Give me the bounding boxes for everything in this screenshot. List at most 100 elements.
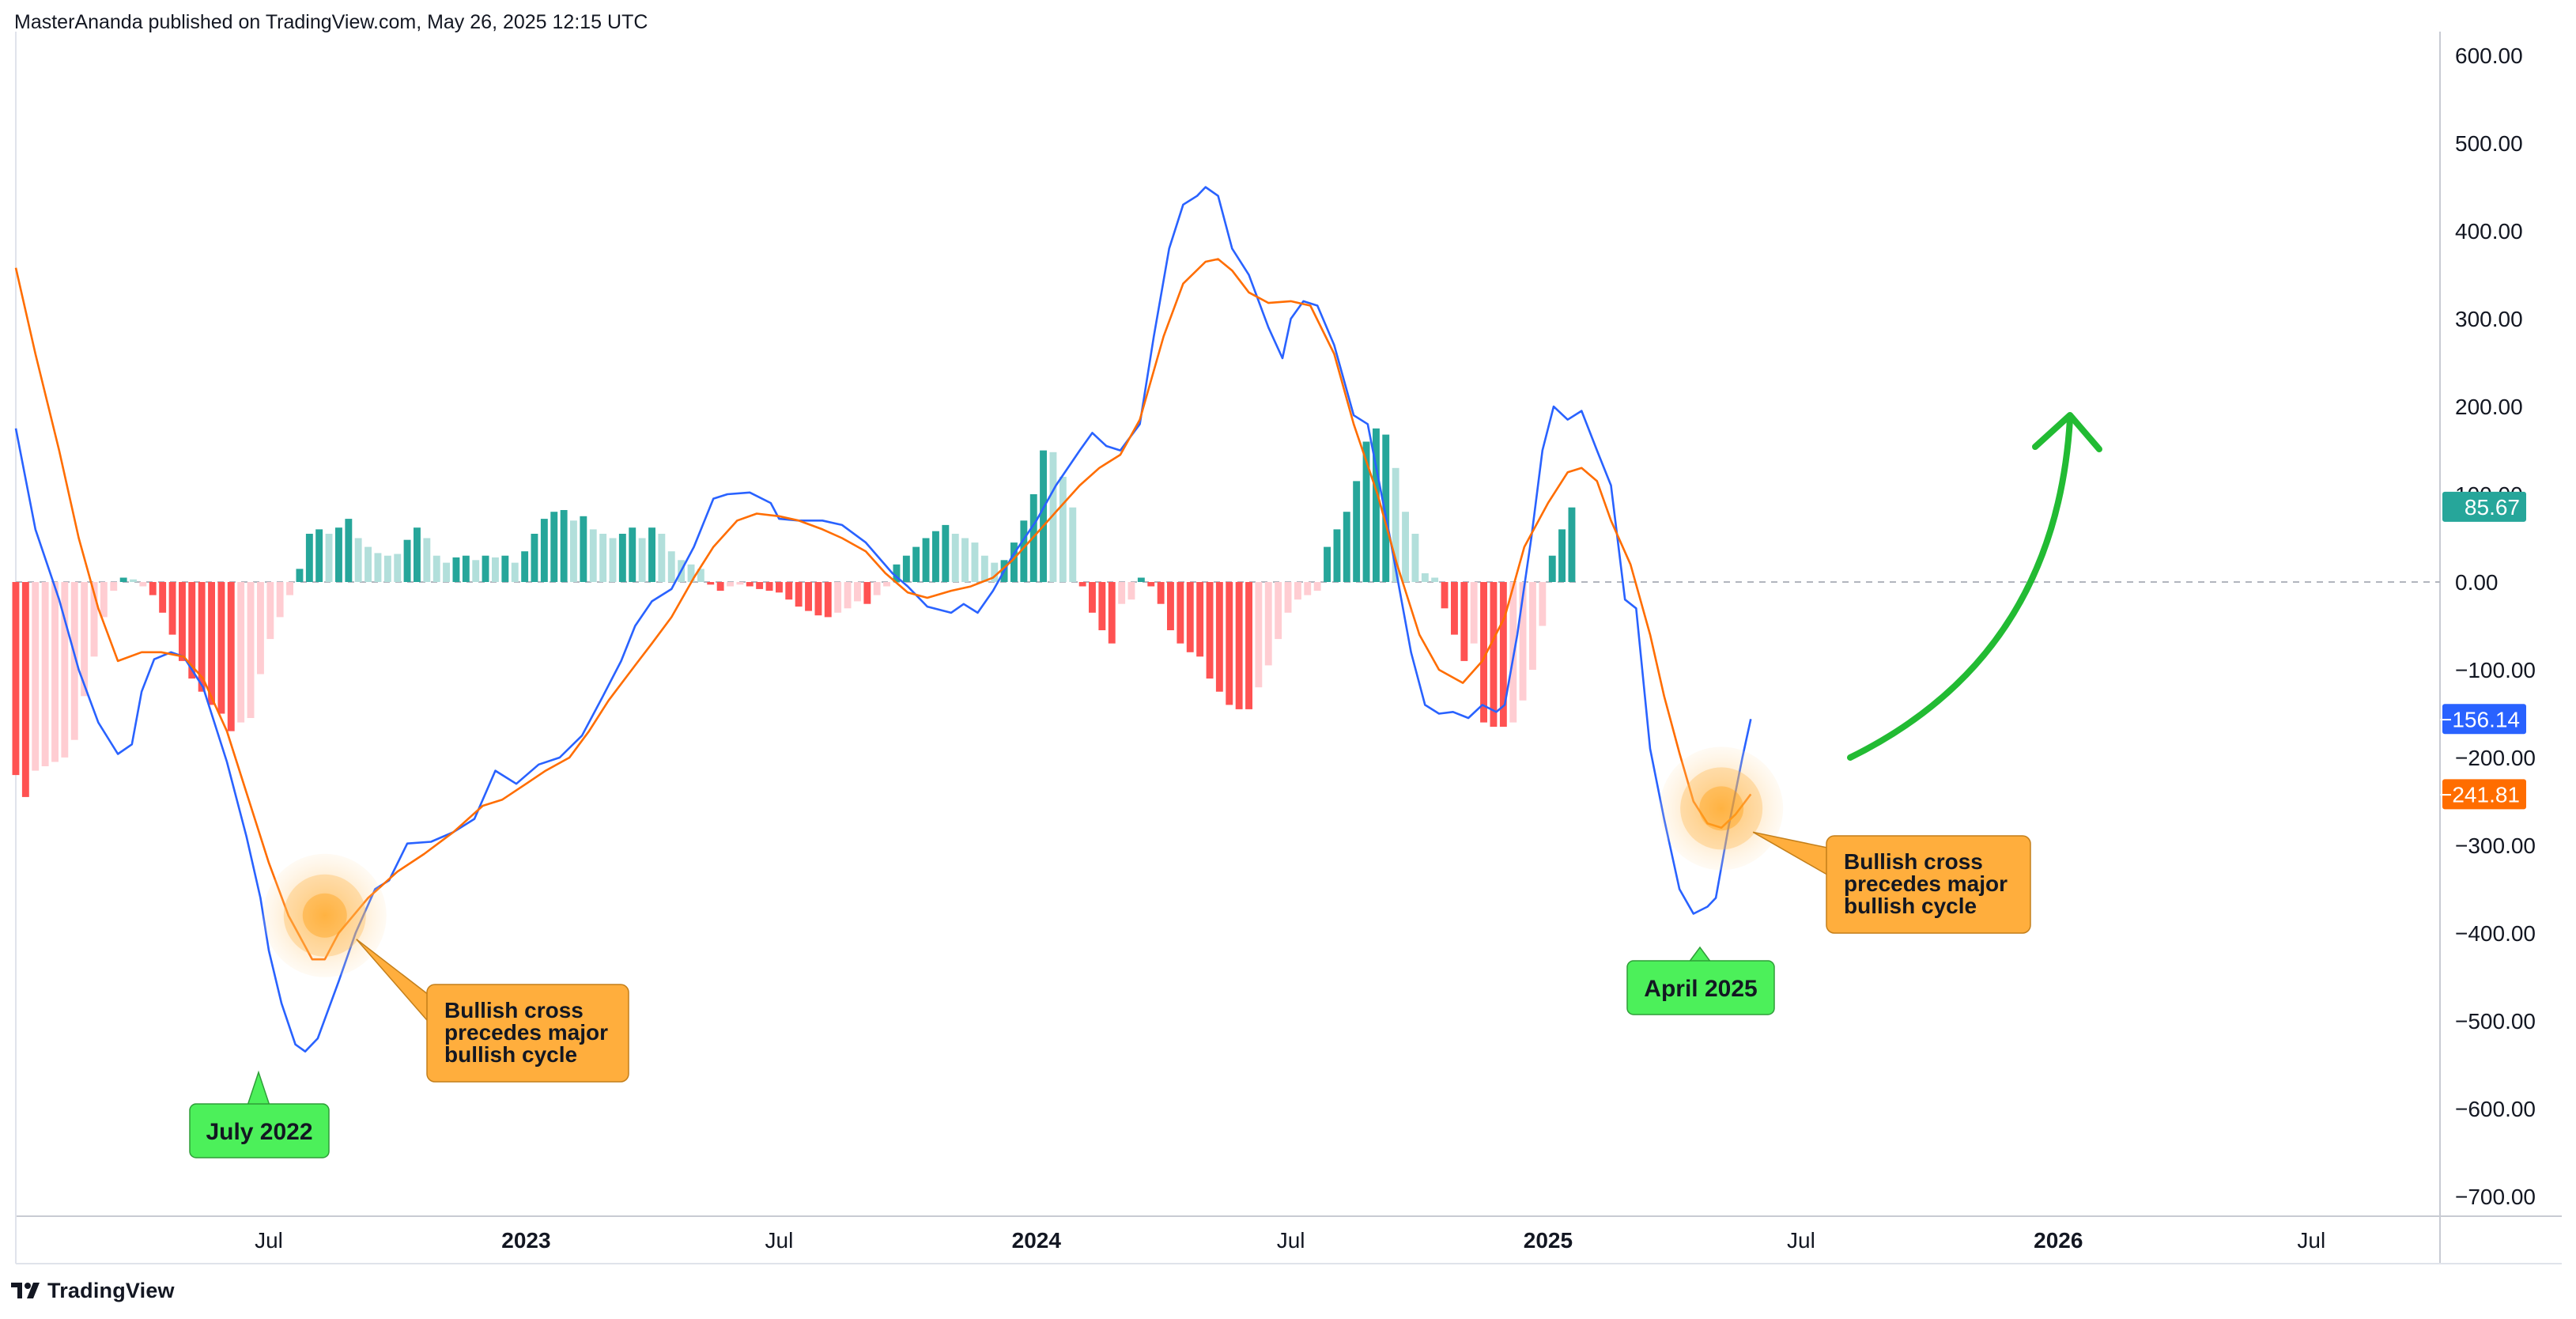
histogram-bar	[1147, 582, 1155, 587]
x-axis[interactable]: Jul 2023 Jul 2024 Jul 2025 Jul 2026 Jul	[255, 1228, 2325, 1253]
histogram-bar	[1421, 573, 1429, 582]
callout-2025-glow-core	[1699, 786, 1744, 831]
histogram-bar	[110, 582, 118, 591]
label-july-2022-pointer	[246, 1070, 271, 1106]
chart-frame	[15, 32, 2562, 1264]
histogram-bar	[1226, 582, 1233, 705]
histogram-bar	[1167, 582, 1174, 630]
callout-2022-pointer	[356, 939, 432, 1028]
x-tick-label: Jul	[1277, 1228, 1305, 1253]
tradingview-logo-icon[interactable]	[11, 1281, 41, 1300]
histogram-bar	[119, 577, 127, 582]
y-tick-label: −500.00	[2455, 1009, 2536, 1034]
histogram-bar	[1539, 582, 1547, 626]
y-tick-label: −400.00	[2455, 921, 2536, 946]
histogram-bar	[1548, 555, 1556, 582]
histogram-bar	[980, 555, 988, 582]
histogram-bar	[41, 582, 49, 766]
histogram-bar	[315, 529, 323, 582]
histogram-bar	[1460, 582, 1468, 661]
histogram-bar	[90, 582, 98, 657]
histogram-bar	[492, 557, 499, 582]
publisher-line: MasterAnanda published on TradingView.co…	[14, 11, 648, 33]
histogram-bar	[824, 582, 832, 618]
histogram-bar	[1558, 529, 1566, 582]
histogram-bar	[51, 582, 59, 762]
histogram-bar	[932, 531, 939, 583]
y-tick-label: 500.00	[2455, 131, 2523, 156]
y-tick-label: 600.00	[2455, 43, 2523, 68]
histogram-bar	[208, 582, 215, 705]
bullish-arrow-head-icon	[2032, 412, 2102, 452]
histogram-bar	[1206, 582, 1214, 679]
histogram-bar	[912, 546, 920, 582]
histogram-bar	[1373, 428, 1380, 582]
histogram-bar	[296, 569, 304, 582]
last-value-badges: 85.67 −156.14 −241.81	[2439, 491, 2526, 810]
histogram-bar	[776, 582, 783, 593]
callout-2025-pointer	[1752, 831, 1832, 879]
histogram-bar	[570, 520, 577, 582]
histogram-value-label: 85.67	[2465, 495, 2520, 520]
histogram-bar	[364, 546, 372, 582]
histogram-bar	[951, 534, 959, 582]
histogram-bar	[462, 555, 470, 582]
histogram-bar	[286, 582, 293, 595]
histogram-bar	[383, 555, 391, 582]
histogram-bar	[1255, 582, 1263, 688]
histogram-bar	[834, 582, 842, 613]
histogram-bar	[1392, 467, 1399, 583]
histogram-bar	[1313, 582, 1321, 591]
histogram-bar	[629, 527, 636, 582]
histogram-bar	[589, 529, 597, 582]
x-tick-label: 2023	[501, 1228, 550, 1253]
histogram-bar	[1040, 450, 1047, 583]
tradingview-brand[interactable]: TradingView	[47, 1278, 175, 1302]
histogram-bar	[707, 582, 715, 585]
histogram-bar	[580, 516, 587, 582]
histogram-bar	[100, 582, 108, 618]
x-tick-label: Jul	[1787, 1228, 1815, 1253]
histogram-bar	[638, 538, 646, 582]
x-tick-label: 2026	[2034, 1228, 2083, 1253]
histogram-bar	[335, 527, 342, 582]
histogram-bar	[1049, 452, 1057, 582]
histogram-bar	[452, 557, 460, 582]
histogram-bar	[883, 582, 890, 587]
y-tick-label: 300.00	[2455, 307, 2523, 331]
y-tick-label: 400.00	[2455, 219, 2523, 244]
y-tick-label: −600.00	[2455, 1097, 2536, 1121]
histogram-bar	[1402, 512, 1409, 582]
x-tick-label: Jul	[765, 1228, 794, 1253]
histogram-bar	[844, 582, 852, 609]
histogram-bar	[414, 527, 421, 582]
histogram-value-badge	[2442, 491, 2526, 522]
bullish-arrow-icon	[1847, 416, 2073, 761]
histogram-bar	[687, 564, 695, 582]
callout-2022-glow-core	[302, 893, 347, 938]
callout-2025-text: bullish cycle	[1844, 894, 1977, 918]
x-tick-label: 2024	[1012, 1228, 1062, 1253]
histogram-bar	[345, 519, 353, 582]
y-tick-label: −700.00	[2455, 1185, 2536, 1209]
histogram-bars	[12, 428, 1576, 797]
histogram-bar	[179, 582, 186, 661]
callout-2022-glow-inner	[283, 874, 366, 957]
histogram-bar	[648, 527, 655, 582]
y-axis[interactable]: 600.00500.00400.00300.00200.00100.000.00…	[2455, 43, 2536, 1209]
callout-2022-box	[426, 984, 629, 1083]
histogram-bar	[1177, 582, 1184, 644]
histogram-bar	[902, 555, 910, 582]
histogram-bar	[374, 553, 382, 582]
histogram-bar	[540, 519, 548, 582]
histogram-bar	[1324, 546, 1331, 582]
callout-2022-text: Bullish cross	[444, 998, 584, 1022]
macd-value-label: −156.14	[2439, 707, 2520, 731]
histogram-bar	[217, 582, 225, 714]
histogram-bar	[482, 555, 489, 582]
histogram-bar	[873, 582, 881, 595]
y-tick-label: −100.00	[2455, 658, 2536, 682]
histogram-bar	[159, 582, 167, 613]
histogram-bar	[736, 582, 744, 585]
